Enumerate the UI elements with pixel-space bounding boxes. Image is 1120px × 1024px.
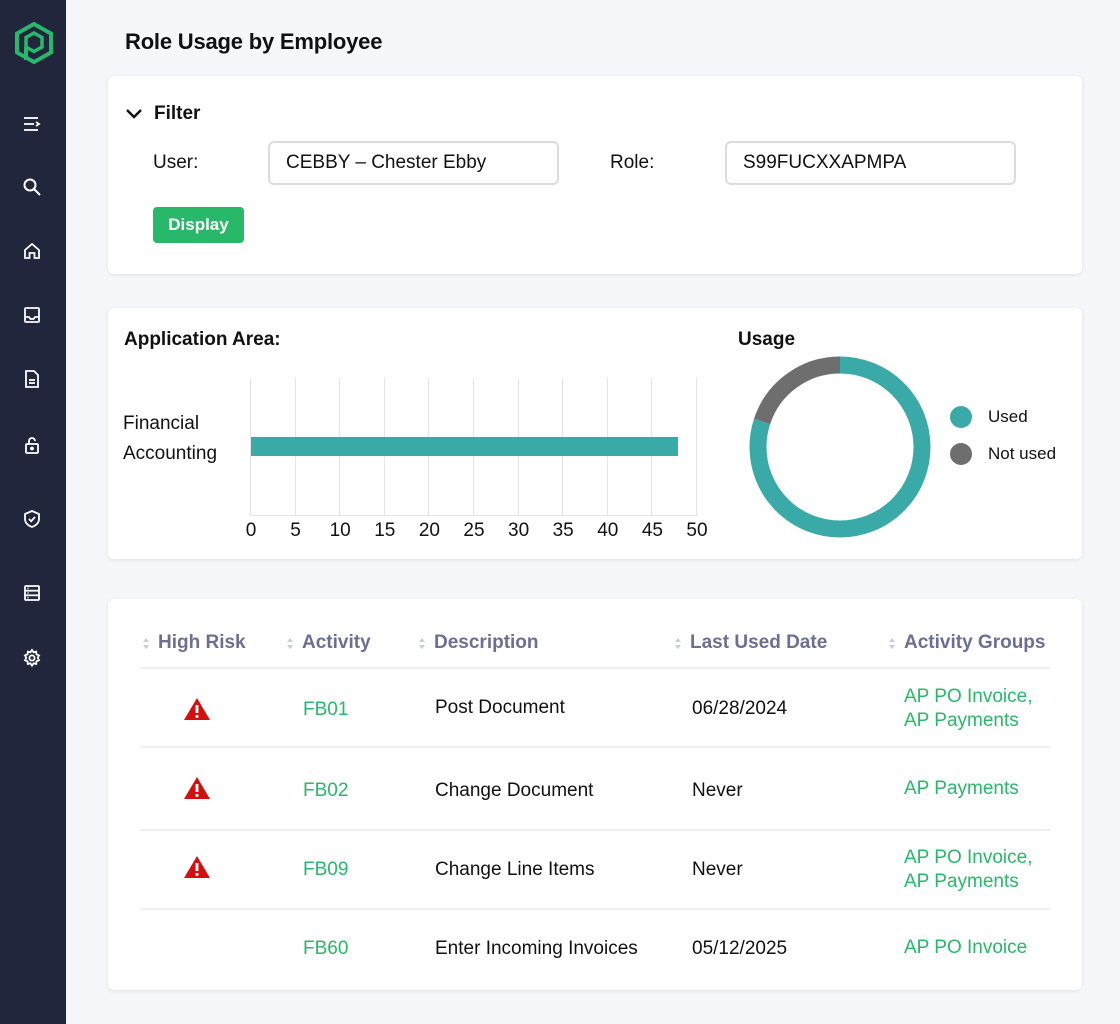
inbox-icon[interactable] [21,304,43,326]
sort-icon [889,637,895,649]
sort-icon [675,637,681,649]
menu-icon[interactable] [21,113,43,135]
x-tick-label: 0 [245,520,257,541]
chevron-down-icon [126,109,142,119]
activity-link[interactable]: FB09 [303,859,349,880]
header-activity-groups[interactable]: Activity Groups [888,632,1045,654]
usage-donut-chart [749,356,931,538]
group-link[interactable]: AP Payments [904,778,1019,799]
filter-panel: Filter User: CEBBY – Chester Ebby Role: … [108,76,1082,274]
page-title: Role Usage by Employee [125,29,383,54]
shield-check-icon[interactable] [21,508,43,530]
header-label: Last Used Date [690,632,828,653]
list-icon[interactable] [21,582,43,604]
sort-icon [419,637,425,649]
sort-icon [143,637,149,649]
row-divider [140,829,1050,831]
last-used-cell: Never [692,859,743,880]
x-tick-label: 15 [374,520,396,541]
application-area-title: Application Area: [124,329,281,350]
last-used-cell: 06/28/2024 [692,698,788,719]
bar-financial-accounting[interactable] [251,437,679,456]
x-tick-label: 25 [463,520,485,541]
group-link[interactable]: AP PO Invoice, [904,847,1033,868]
activity-groups-cell[interactable]: AP PO Invoice, AP Payments [904,846,1033,894]
description-cell: Change Line Items [435,859,595,880]
x-tick-label: 20 [418,520,440,541]
header-label: Description [434,632,539,653]
role-input[interactable]: S99FUCXXAPMPA [725,141,1016,185]
group-link[interactable]: AP PO Invoice, [904,686,1033,707]
group-link[interactable]: AP Payments [904,710,1019,731]
activity-link[interactable]: FB60 [303,938,349,959]
warning-triangle-icon [184,698,210,720]
x-tick-label: 45 [641,520,663,541]
x-tick-label: 5 [290,520,301,541]
group-link[interactable]: AP PO Invoice [904,937,1028,958]
gridline [250,378,251,516]
donut-segment-not-used[interactable] [749,356,931,538]
header-label: Activity Groups [904,632,1046,653]
row-divider [140,908,1050,910]
group-link[interactable]: AP Payments [904,871,1019,892]
x-tick-label: 50 [686,520,708,541]
document-icon[interactable] [21,368,43,390]
row-divider [140,667,1050,669]
activity-groups-cell[interactable]: AP PO Invoice, AP Payments [904,685,1033,733]
sort-icon [287,637,293,649]
brand-logo-icon[interactable] [14,22,54,64]
activity-groups-cell[interactable]: AP PO Invoice [904,936,1027,960]
description-cell: Post Document [435,697,565,718]
legend-used-label: Used [988,407,1028,426]
x-tick-label: 10 [329,520,351,541]
sidebar [0,0,66,1024]
role-label: Role: [610,152,655,173]
activity-groups-cell[interactable]: AP Payments [904,777,1019,801]
activity-link[interactable]: FB02 [303,780,349,801]
row-divider [140,746,1050,748]
warning-triangle-icon [184,856,210,878]
legend-not-used: Not used [950,443,1056,465]
header-label: High Risk [158,632,246,653]
header-label: Activity [302,632,371,653]
charts-panel: Application Area: Financial Accounting U… [108,308,1082,559]
display-button[interactable]: Display [153,207,244,243]
gear-icon[interactable] [21,647,43,669]
description-cell: Enter Incoming Invoices [435,938,638,959]
bar-category-label: Financial Accounting [123,409,243,469]
header-high-risk[interactable]: High Risk [142,632,246,654]
activities-table: High Risk Activity Description Last Used… [108,599,1082,990]
usage-title: Usage [738,329,796,350]
legend-not-used-swatch [950,443,972,465]
legend-used-swatch [950,406,972,428]
activity-link[interactable]: FB01 [303,699,349,720]
description-cell: Change Document [435,780,594,801]
search-icon[interactable] [21,176,43,198]
user-label: User: [153,152,199,173]
x-tick-label: 30 [508,520,530,541]
category-financial-accounting: Financial Accounting [123,413,218,464]
header-last-used-date[interactable]: Last Used Date [674,632,827,654]
last-used-cell: 05/12/2025 [692,938,788,959]
legend-not-used-label: Not used [988,444,1057,463]
unlock-icon[interactable] [21,434,43,456]
x-tick-label: 35 [552,520,574,541]
gridline [696,378,697,516]
user-input[interactable]: CEBBY – Chester Ebby [268,141,559,185]
warning-triangle-icon [184,777,210,799]
x-tick-label: 40 [597,520,619,541]
filter-toggle[interactable]: Filter [124,103,200,125]
last-used-cell: Never [692,780,743,801]
header-description[interactable]: Description [418,632,539,654]
x-axis-line [250,515,698,516]
home-icon[interactable] [21,240,43,262]
legend-used: Used [950,406,1028,428]
filter-title: Filter [154,103,201,124]
header-activity[interactable]: Activity [286,632,371,654]
